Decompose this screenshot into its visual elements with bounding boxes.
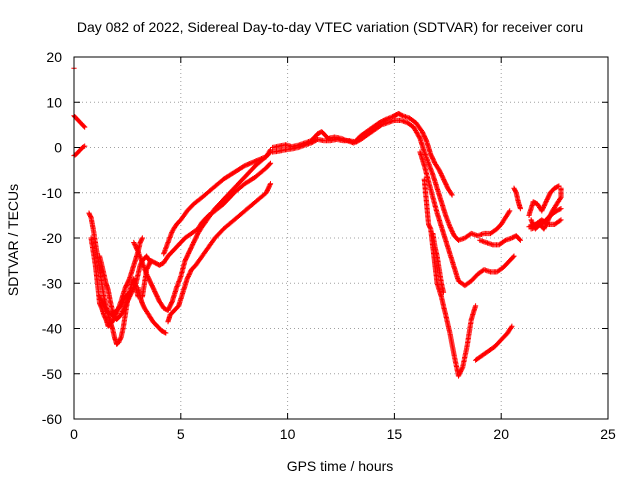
series-7 (135, 285, 169, 336)
x-tick-label: 25 (600, 426, 616, 442)
x-axis-label: GPS time / hours (287, 458, 394, 474)
series-10 (165, 181, 274, 325)
grid-lines (74, 57, 608, 419)
series-17 (477, 233, 523, 248)
y-tick-label: -50 (42, 366, 62, 382)
series-16 (473, 323, 515, 363)
series-22-markers (528, 206, 564, 232)
series-18 (511, 185, 523, 212)
series-21-markers (526, 183, 562, 218)
series-5 (97, 289, 133, 318)
series-6-markers (131, 147, 274, 313)
series-12-markers (270, 117, 513, 243)
y-tick-label: -20 (42, 230, 62, 246)
chart-title: Day 082 of 2022, Sidereal Day-to-day VTE… (77, 19, 583, 35)
series-6 (131, 147, 274, 313)
y-tick-labels: -60 -50 -40 -30 -20 -10 0 10 20 (42, 49, 62, 427)
x-tick-label: 15 (387, 426, 403, 442)
series-10-markers (165, 181, 274, 325)
series-14-markers (421, 176, 479, 379)
series-15-markers (430, 230, 447, 295)
series-7-markers (135, 285, 169, 336)
y-tick-label: 20 (46, 49, 62, 65)
series-13-markers (417, 149, 517, 289)
series-2 (86, 210, 141, 347)
x-tick-label: 10 (280, 426, 296, 442)
y-tick-label: 0 (54, 140, 62, 156)
series-14 (421, 176, 479, 379)
series-8 (139, 160, 274, 300)
y-axis-label: SDTVAR / TECUs (5, 184, 21, 296)
series-15 (430, 230, 447, 295)
series-9-markers (161, 149, 274, 257)
series-16-markers (473, 323, 515, 363)
series-2-markers (86, 210, 141, 347)
y-tick-label: 10 (46, 94, 62, 110)
series-22 (528, 206, 564, 232)
y-tick-label: -30 (42, 275, 62, 291)
y-tick-label: -10 (42, 185, 62, 201)
y-tick-label: -40 (42, 321, 62, 337)
series-21 (526, 183, 562, 218)
series-8-markers (139, 160, 274, 300)
y-tick-label: -60 (42, 411, 62, 427)
series-17-markers (477, 233, 523, 248)
x-tick-labels: 0 5 10 15 20 25 (70, 426, 616, 442)
series-12 (270, 117, 513, 243)
x-tick-label: 20 (493, 426, 509, 442)
data-marks (71, 65, 564, 379)
x-tick-label: 0 (70, 426, 78, 442)
series-9 (161, 149, 274, 257)
series-5-markers (97, 289, 133, 318)
tick-marks (73, 56, 609, 420)
series-18-markers (511, 185, 523, 212)
series-13 (417, 149, 517, 289)
x-tick-label: 5 (177, 426, 185, 442)
